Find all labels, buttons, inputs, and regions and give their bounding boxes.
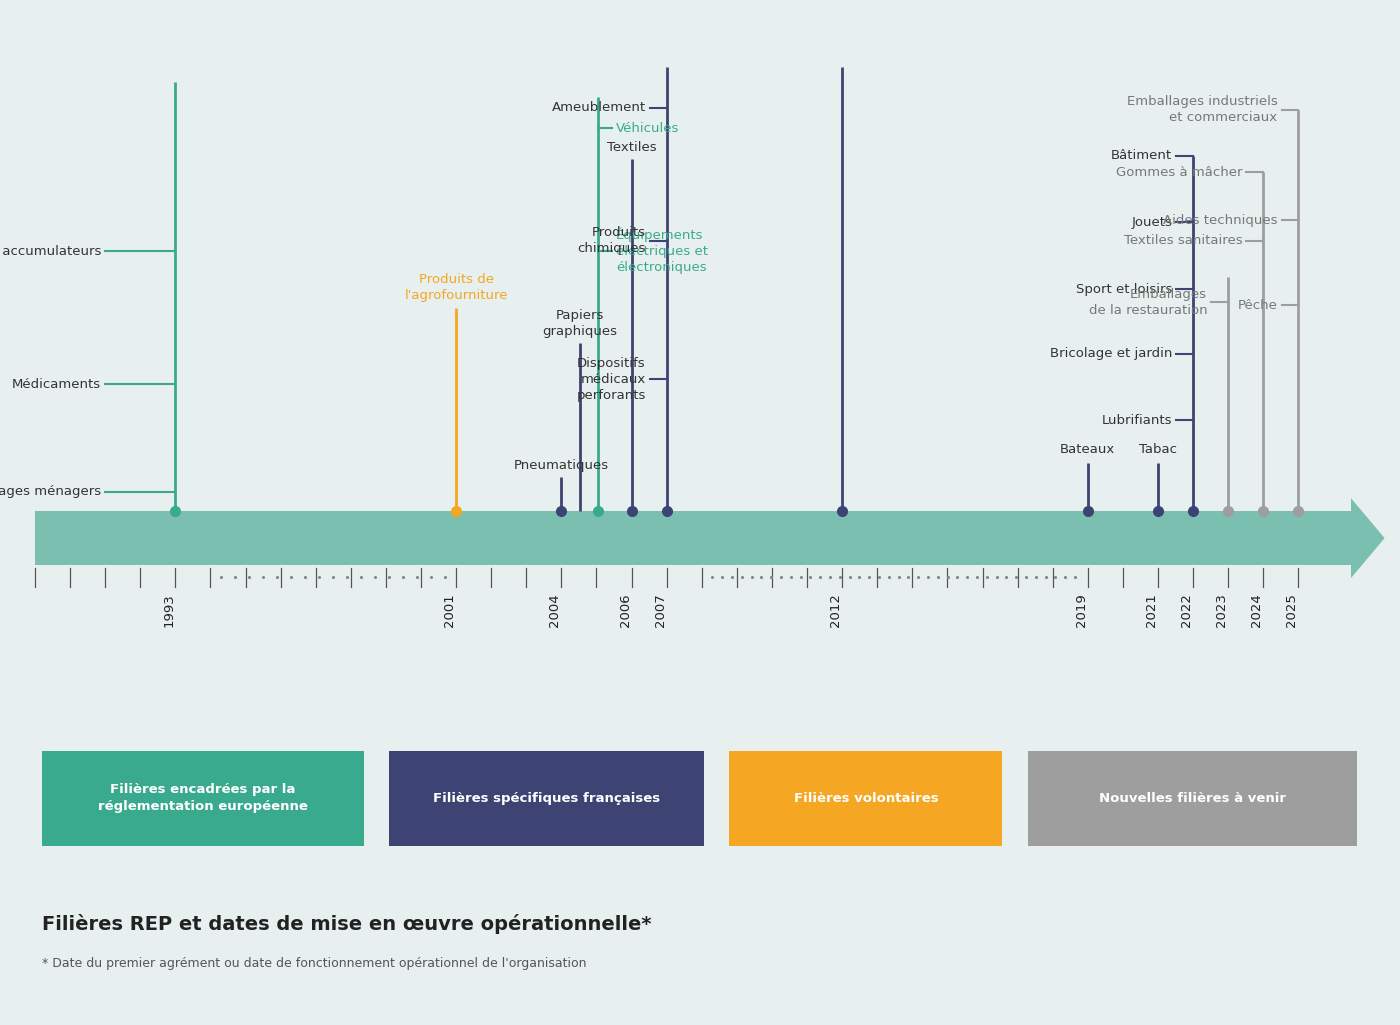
- Text: Bateaux: Bateaux: [1060, 443, 1116, 456]
- Text: 2024: 2024: [1250, 593, 1263, 627]
- Text: Emballages industriels
et commerciaux: Emballages industriels et commerciaux: [1127, 95, 1277, 124]
- Bar: [1028, 751, 1357, 846]
- Text: 2007: 2007: [654, 593, 666, 627]
- Text: Produits
chimiques: Produits chimiques: [577, 227, 645, 255]
- Text: Filières volontaires: Filières volontaires: [794, 792, 938, 805]
- Text: 2021: 2021: [1145, 593, 1158, 627]
- Text: Aides techniques: Aides techniques: [1163, 214, 1277, 227]
- Text: Dispositifs
médicaux
perforants: Dispositifs médicaux perforants: [577, 357, 645, 402]
- Text: Sport et loisirs: Sport et loisirs: [1075, 283, 1172, 295]
- Text: Filières REP et dates de mise en œuvre opérationnelle*: Filières REP et dates de mise en œuvre o…: [42, 914, 651, 935]
- Text: Produits de
l'agrofourniture: Produits de l'agrofourniture: [405, 274, 508, 302]
- Text: Lubrifiants: Lubrifiants: [1102, 414, 1172, 426]
- Text: Filières encadrées par la
réglementation européenne: Filières encadrées par la réglementation…: [98, 783, 308, 814]
- Text: Emballages
de la restauration: Emballages de la restauration: [1089, 288, 1207, 317]
- Text: Nouvelles filières à venir: Nouvelles filières à venir: [1099, 792, 1285, 805]
- Bar: [42, 751, 364, 846]
- Text: Jouets: Jouets: [1131, 216, 1172, 229]
- Text: Ameublement: Ameublement: [552, 101, 645, 114]
- Text: Papiers
graphiques: Papiers graphiques: [542, 310, 617, 338]
- Text: 2006: 2006: [619, 593, 631, 627]
- Text: 2019: 2019: [1075, 593, 1088, 627]
- Text: 2012: 2012: [829, 593, 843, 627]
- Text: Emballages ménagers: Emballages ménagers: [0, 486, 101, 498]
- Bar: [729, 751, 1002, 846]
- Text: 2001: 2001: [444, 593, 456, 627]
- Text: 2025: 2025: [1285, 593, 1298, 627]
- Text: * Date du premier agrément ou date de fonctionnement opérationnel de l'organisat: * Date du premier agrément ou date de fo…: [42, 957, 587, 971]
- Text: Tabac: Tabac: [1140, 443, 1177, 456]
- Text: Pneumatiques: Pneumatiques: [514, 458, 609, 472]
- Text: Textiles sanitaires: Textiles sanitaires: [1124, 235, 1242, 247]
- Bar: [35, 511, 1351, 565]
- Text: Équipements
électriques et
électroniques: Équipements électriques et électroniques: [616, 228, 708, 275]
- Text: Gommes à mâcher: Gommes à mâcher: [1116, 166, 1242, 178]
- Text: 2004: 2004: [549, 593, 561, 627]
- Text: Véhicules: Véhicules: [616, 122, 679, 134]
- Text: Bâtiment: Bâtiment: [1112, 150, 1172, 162]
- Polygon shape: [1351, 498, 1385, 578]
- Text: Médicaments: Médicaments: [13, 378, 101, 391]
- Text: Bricolage et jardin: Bricolage et jardin: [1050, 347, 1172, 360]
- Text: Piles et accumulateurs: Piles et accumulateurs: [0, 245, 101, 257]
- Text: 2023: 2023: [1215, 593, 1228, 627]
- Text: Pêche: Pêche: [1238, 299, 1277, 312]
- Text: 2022: 2022: [1180, 593, 1193, 627]
- Text: 1993: 1993: [162, 593, 175, 627]
- Bar: [389, 751, 704, 846]
- Text: Filières spécifiques françaises: Filières spécifiques françaises: [433, 792, 661, 805]
- Text: Textiles: Textiles: [606, 140, 657, 154]
